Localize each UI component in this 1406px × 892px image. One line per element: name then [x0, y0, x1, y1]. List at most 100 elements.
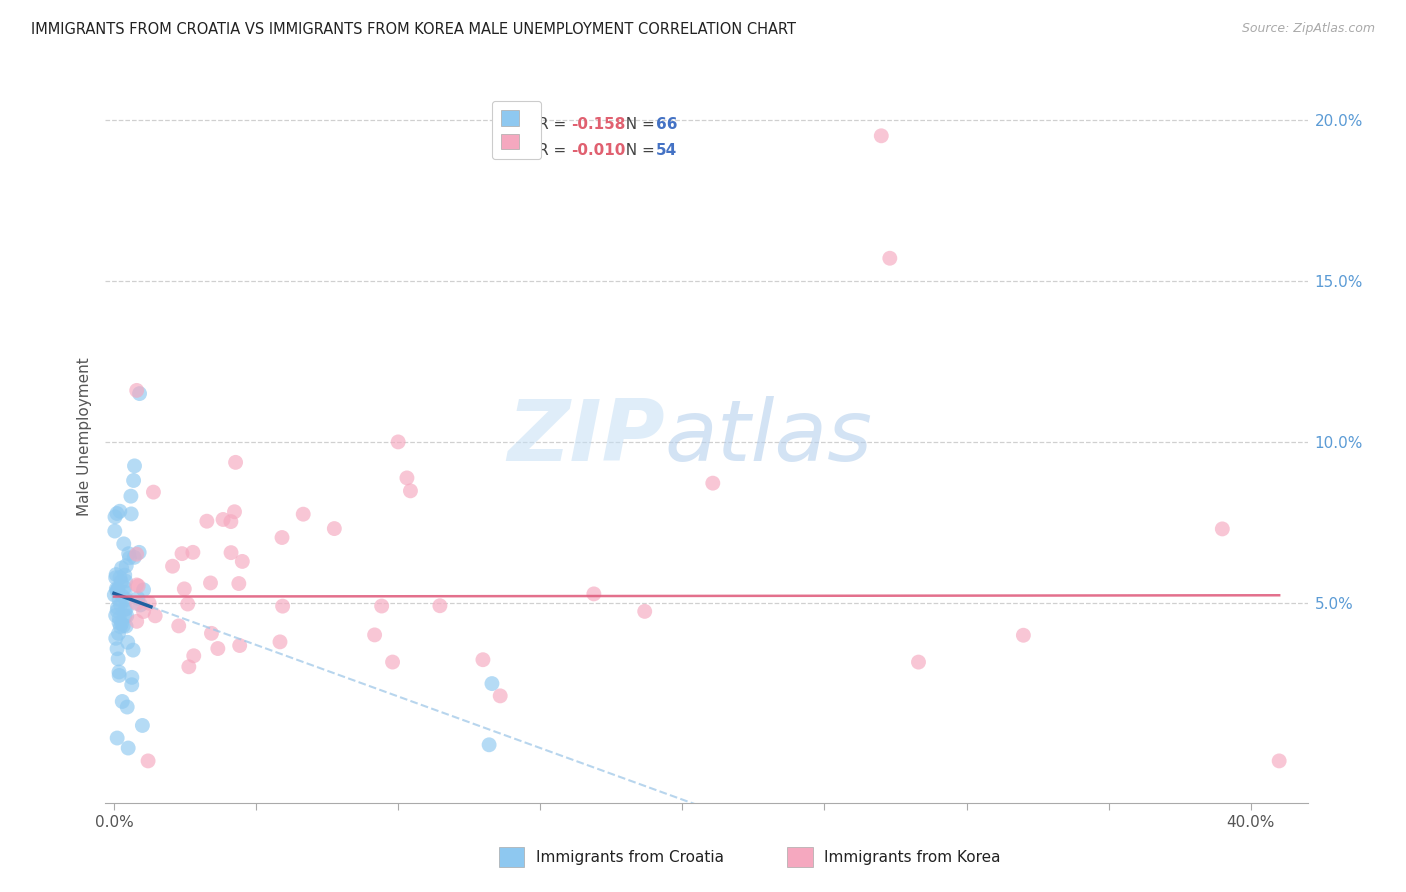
Point [177, 660, 200, 674]
Point [162, 559, 184, 574]
Point [269, 635, 291, 649]
Point [132, 605, 155, 619]
Point [114, 602, 136, 616]
Text: Immigrants from Croatia: Immigrants from Croatia [536, 850, 724, 864]
Point [173, 582, 195, 596]
Text: N =: N = [616, 143, 659, 158]
Point [702, 476, 724, 491]
Y-axis label: Male Unemployment: Male Unemployment [76, 358, 91, 516]
Point [122, 643, 145, 657]
Point [200, 576, 222, 591]
Point [111, 561, 134, 575]
Point [115, 558, 138, 573]
Point [370, 599, 392, 613]
Point [125, 578, 148, 592]
Point [120, 489, 142, 503]
Point [107, 582, 129, 597]
Point [121, 670, 143, 684]
Point [471, 653, 494, 667]
Point [122, 550, 145, 565]
Point [105, 582, 128, 597]
Point [117, 635, 139, 649]
Point [111, 694, 134, 708]
Point [478, 738, 501, 752]
Point [870, 128, 893, 143]
Text: atlas: atlas [665, 395, 873, 479]
Point [105, 731, 128, 745]
Point [429, 599, 451, 613]
Point [271, 599, 294, 614]
Point [105, 604, 128, 618]
Point [104, 524, 127, 538]
Point [387, 434, 409, 449]
Point [125, 596, 148, 610]
Text: Source: ZipAtlas.com: Source: ZipAtlas.com [1241, 22, 1375, 36]
Point [114, 585, 136, 599]
Point [118, 550, 141, 565]
Point [120, 507, 142, 521]
Point [207, 641, 229, 656]
Point [114, 581, 136, 595]
Point [395, 471, 418, 485]
Point [129, 598, 152, 612]
Point [225, 455, 247, 469]
Point [115, 619, 138, 633]
Point [110, 620, 132, 634]
Point [117, 741, 139, 756]
Point [104, 608, 127, 623]
Point [634, 604, 657, 618]
Point [104, 632, 127, 646]
Point [907, 655, 929, 669]
Point [115, 609, 138, 624]
Point [228, 639, 250, 653]
Point [177, 597, 200, 611]
Point [108, 504, 131, 518]
Point [125, 384, 148, 398]
Point [167, 619, 190, 633]
Point [219, 546, 242, 560]
Point [121, 678, 143, 692]
Point [105, 567, 128, 582]
Point [125, 547, 148, 561]
Text: 66: 66 [657, 118, 678, 132]
Point [138, 596, 160, 610]
Point [228, 576, 250, 591]
Point [323, 522, 346, 536]
Point [582, 587, 605, 601]
Point [219, 515, 242, 529]
Point [105, 584, 128, 599]
Point [1012, 628, 1035, 642]
Text: R =: R = [538, 143, 571, 158]
Text: Immigrants from Korea: Immigrants from Korea [824, 850, 1001, 864]
Point [1268, 754, 1291, 768]
Point [104, 571, 127, 585]
Point [231, 554, 253, 568]
Point [200, 626, 222, 640]
Point [292, 507, 315, 521]
Point [107, 626, 129, 640]
Point [489, 689, 512, 703]
Point [127, 591, 149, 606]
Point [108, 570, 131, 584]
Point [108, 665, 131, 679]
Text: -0.158: -0.158 [571, 118, 626, 132]
Point [114, 568, 136, 582]
Point [195, 514, 218, 528]
Point [115, 592, 138, 607]
Point [107, 652, 129, 666]
Text: N =: N = [616, 118, 659, 132]
Point [131, 718, 153, 732]
Point [105, 641, 128, 656]
Point [125, 615, 148, 629]
Point [105, 582, 128, 596]
Point [128, 545, 150, 559]
Point [110, 574, 132, 589]
Point [105, 507, 128, 521]
Point [132, 582, 155, 597]
Point [112, 537, 135, 551]
Point [114, 574, 136, 588]
Text: 54: 54 [657, 143, 678, 158]
Point [136, 754, 159, 768]
Point [212, 512, 235, 526]
Point [271, 531, 294, 545]
